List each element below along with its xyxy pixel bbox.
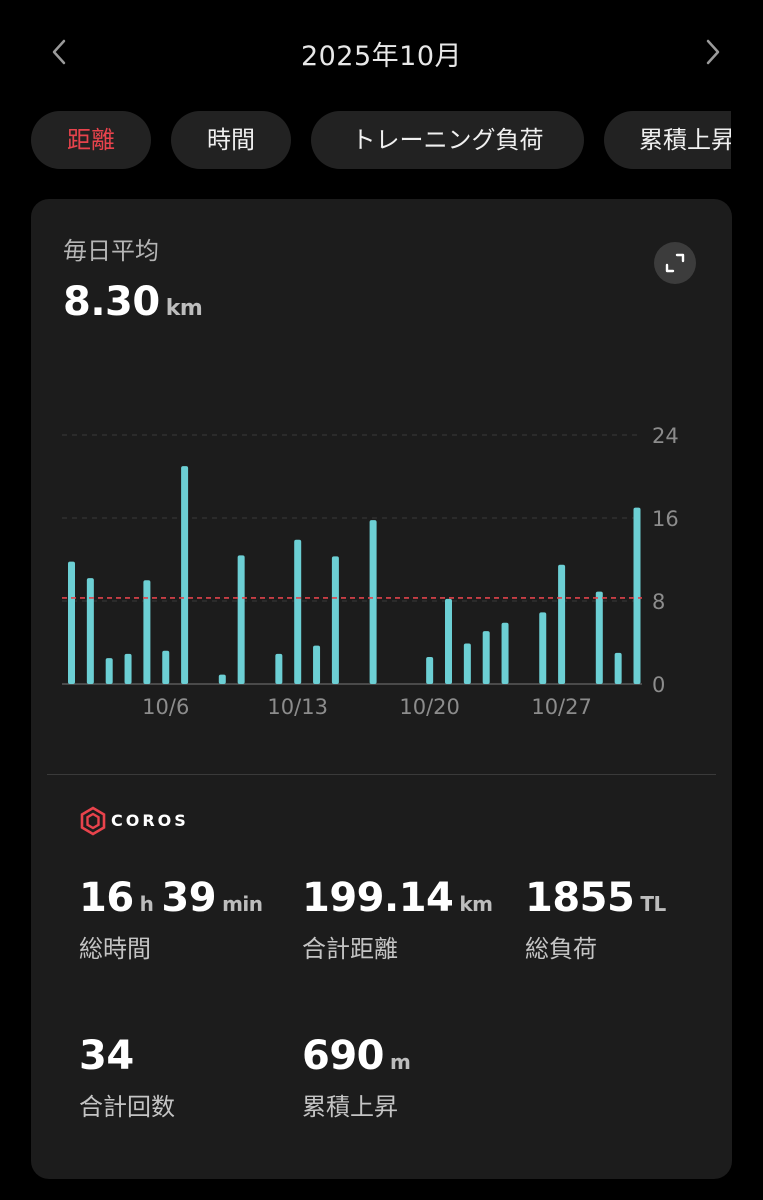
daily-average-number: 8.30 bbox=[63, 279, 160, 325]
divider bbox=[47, 774, 716, 775]
stats-card: 毎日平均 8.30 km 0 8 16 24 10/6 10/13 10/20 10/27 CO… bbox=[31, 199, 732, 1179]
stat-elevation-label: 累積上昇 bbox=[302, 1093, 398, 1121]
stat-hours-unit: h bbox=[139, 892, 154, 916]
bar-day-3 bbox=[105, 658, 113, 684]
stat-total-distance-label: 合計距離 bbox=[302, 935, 398, 963]
tab-time[interactable]: 時間 bbox=[171, 111, 291, 169]
bar-day-31 bbox=[633, 507, 641, 684]
daily-average-value: 8.30 km bbox=[63, 279, 203, 325]
stat-load-unit: TL bbox=[640, 892, 666, 916]
metric-tabs: 距離 時間 トレーニング負荷 累積上昇 bbox=[31, 111, 731, 169]
bar-day-22 bbox=[463, 643, 471, 684]
stat-distance-number: 199.14 bbox=[302, 875, 454, 921]
y-tick-label: 8 bbox=[652, 590, 665, 614]
bar-day-6 bbox=[162, 650, 170, 684]
stat-elevation-unit: m bbox=[390, 1050, 411, 1074]
y-tick-label: 16 bbox=[652, 507, 679, 531]
bar-day-26 bbox=[539, 612, 547, 684]
stat-total-distance: 199.14 km 合計距離 bbox=[302, 875, 501, 964]
tab-elevation[interactable]: 累積上昇 bbox=[604, 111, 731, 169]
bar-day-15 bbox=[331, 556, 339, 684]
stat-distance-unit: km bbox=[459, 892, 493, 916]
prev-month-button[interactable] bbox=[44, 36, 74, 68]
y-tick-label: 0 bbox=[652, 673, 665, 697]
bar-day-21 bbox=[445, 598, 452, 684]
chevron-right-icon bbox=[706, 39, 720, 65]
coros-logo-icon bbox=[80, 806, 106, 836]
stat-elevation-number: 690 bbox=[302, 1033, 385, 1079]
stat-total-load-value: 1855 TL bbox=[525, 875, 674, 921]
stat-total-time-value: 16 h 39 min bbox=[79, 875, 271, 921]
stat-total-count-value: 34 bbox=[79, 1033, 134, 1079]
bar-day-10 bbox=[237, 555, 245, 684]
bar-day-9 bbox=[218, 674, 226, 684]
y-tick-label: 24 bbox=[652, 424, 679, 448]
bar-day-4 bbox=[124, 653, 132, 684]
bar-day-12 bbox=[275, 653, 283, 684]
bar-day-23 bbox=[482, 631, 490, 684]
stat-total-load-label: 総負荷 bbox=[525, 935, 597, 963]
bar-day-17 bbox=[369, 520, 377, 684]
month-title: 2025年10月 bbox=[300, 41, 463, 72]
bar-day-14 bbox=[313, 645, 321, 684]
stat-elevation: 690 m 累積上昇 bbox=[302, 1033, 418, 1122]
daily-average-unit: km bbox=[165, 296, 203, 321]
expand-chart-button[interactable] bbox=[654, 242, 696, 284]
x-tick-label: 10/13 bbox=[267, 695, 328, 719]
x-tick-label: 10/20 bbox=[399, 695, 460, 719]
x-tick-label: 10/27 bbox=[531, 695, 592, 719]
brand: COROS bbox=[77, 805, 186, 837]
stat-total-distance-value: 199.14 km bbox=[302, 875, 501, 921]
tab-distance[interactable]: 距離 bbox=[31, 111, 151, 169]
tab-training-load[interactable]: トレーニング負荷 bbox=[311, 111, 584, 169]
stat-total-load: 1855 TL 総負荷 bbox=[525, 875, 674, 964]
brand-name: COROS bbox=[111, 811, 189, 830]
expand-icon bbox=[665, 253, 685, 273]
stat-elevation-value: 690 m bbox=[302, 1033, 418, 1079]
bar-day-1 bbox=[68, 561, 75, 684]
bar-day-13 bbox=[294, 539, 302, 684]
stat-total-count: 34 合計回数 bbox=[79, 1033, 175, 1122]
stat-minutes-unit: min bbox=[222, 892, 263, 916]
bar-day-27 bbox=[558, 564, 566, 684]
stat-load-number: 1855 bbox=[525, 875, 635, 921]
bar-day-5 bbox=[143, 580, 151, 684]
stat-total-time: 16 h 39 min 総時間 bbox=[79, 875, 271, 964]
bar-day-2 bbox=[86, 578, 94, 684]
stat-total-count-label: 合計回数 bbox=[79, 1093, 175, 1121]
bar-day-29 bbox=[595, 591, 603, 684]
stat-minutes: 39 bbox=[161, 875, 217, 921]
distance-bar-chart: 0 8 16 24 10/6 10/13 10/20 10/27 bbox=[62, 424, 679, 719]
stat-hours: 16 bbox=[79, 875, 134, 921]
bar-day-30 bbox=[614, 652, 622, 684]
daily-average-label: 毎日平均 bbox=[63, 237, 159, 265]
stat-total-time-label: 総時間 bbox=[79, 935, 151, 963]
next-month-button[interactable] bbox=[698, 36, 728, 68]
bar-day-24 bbox=[501, 622, 509, 684]
x-tick-label: 10/6 bbox=[142, 695, 189, 719]
chevron-left-icon bbox=[52, 39, 66, 65]
bar-day-20 bbox=[426, 657, 434, 684]
header: 2025年10月 bbox=[0, 0, 763, 104]
bar-day-7 bbox=[181, 466, 189, 684]
